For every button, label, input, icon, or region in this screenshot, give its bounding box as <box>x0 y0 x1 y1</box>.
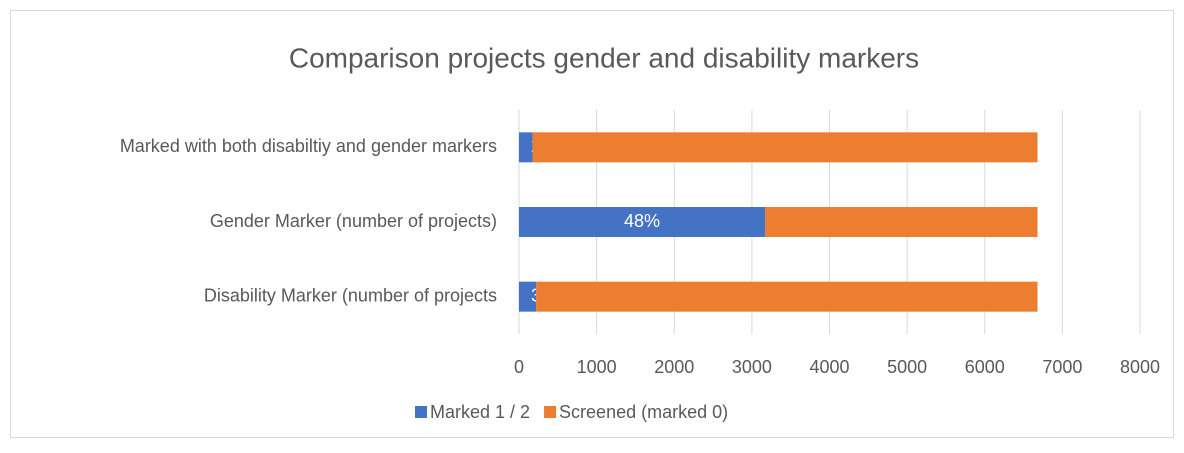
legend-swatch <box>544 406 557 418</box>
x-tick-label: 6000 <box>965 357 1005 377</box>
bar-segment <box>532 132 1038 163</box>
x-tick-label: 2000 <box>654 357 694 377</box>
bar-segment <box>536 281 1038 312</box>
x-tick-label: 8000 <box>1120 357 1160 377</box>
x-tick-label: 1000 <box>577 357 617 377</box>
y-tick-label: Gender Marker (number of projects) <box>210 211 497 231</box>
legend-label: Screened (marked 0) <box>559 402 728 422</box>
x-tick-label: 5000 <box>887 357 927 377</box>
bar-segment <box>765 207 1038 237</box>
bar-segment <box>519 281 537 312</box>
legend-swatch <box>415 406 427 418</box>
x-tick-label: 0 <box>514 357 524 377</box>
x-tick-label: 7000 <box>1042 357 1082 377</box>
data-label: 48% <box>624 211 660 231</box>
bar-segment <box>519 132 533 163</box>
y-tick-label: Marked with both disabiltiy and gender m… <box>120 136 497 156</box>
x-tick-label: 3000 <box>732 357 772 377</box>
bar-segment <box>519 207 766 237</box>
chart-title: Comparison projects gender and disabilit… <box>289 42 919 73</box>
y-tick-label: Disability Marker (number of projects <box>204 285 497 305</box>
legend-label: Marked 1 / 2 <box>430 402 530 422</box>
x-tick-label: 4000 <box>809 357 849 377</box>
